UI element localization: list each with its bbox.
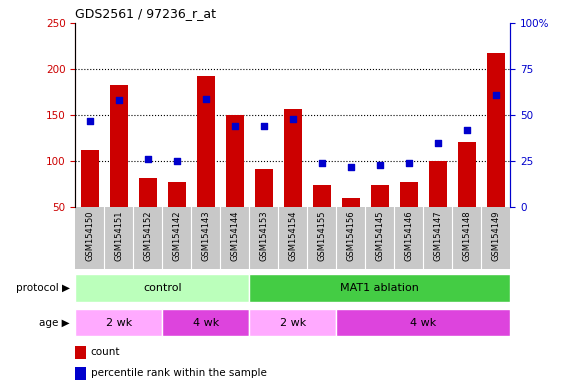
Bar [429, 161, 447, 207]
Point [230, 123, 240, 129]
Bar [249, 274, 510, 302]
Point [433, 140, 443, 146]
Bar [168, 182, 186, 207]
Bar [75, 309, 162, 336]
Point [375, 162, 385, 168]
Bar [371, 185, 389, 207]
Point [114, 98, 124, 104]
Bar [400, 182, 418, 207]
Text: 2 wk: 2 wk [280, 318, 306, 328]
Bar [197, 76, 215, 207]
Point [201, 96, 211, 102]
Text: GSM154146: GSM154146 [404, 210, 414, 261]
Point [404, 160, 414, 166]
Bar [487, 53, 505, 207]
Point [462, 127, 472, 133]
Point [317, 160, 327, 166]
Text: age ▶: age ▶ [39, 318, 70, 328]
Text: GSM154151: GSM154151 [114, 210, 124, 261]
Text: GSM154148: GSM154148 [462, 210, 472, 261]
Text: GSM154145: GSM154145 [375, 210, 385, 261]
Bar [110, 85, 128, 207]
Text: MAT1 ablation: MAT1 ablation [340, 283, 419, 293]
Bar [75, 367, 86, 380]
Bar [81, 150, 99, 207]
Point [143, 156, 153, 162]
Point [85, 118, 95, 124]
Text: GSM154153: GSM154153 [259, 210, 269, 261]
Point [288, 116, 298, 122]
Text: GSM154156: GSM154156 [346, 210, 356, 261]
Text: GSM154147: GSM154147 [433, 210, 443, 261]
Text: GSM154142: GSM154142 [172, 210, 182, 261]
Text: GSM154143: GSM154143 [201, 210, 211, 261]
Bar [249, 309, 336, 336]
Text: 4 wk: 4 wk [410, 318, 437, 328]
Text: protocol ▶: protocol ▶ [16, 283, 70, 293]
Bar [284, 109, 302, 207]
Text: control: control [143, 283, 182, 293]
Point [346, 164, 356, 170]
Bar [75, 346, 86, 359]
Text: GSM154155: GSM154155 [317, 210, 327, 261]
Bar [75, 274, 249, 302]
Bar [255, 169, 273, 207]
Text: count: count [90, 347, 120, 358]
Point [172, 158, 182, 164]
Text: GSM154152: GSM154152 [143, 210, 153, 261]
Point [259, 123, 269, 129]
Text: GSM154150: GSM154150 [85, 210, 95, 261]
Bar [458, 142, 476, 207]
Text: 4 wk: 4 wk [193, 318, 219, 328]
Bar [313, 185, 331, 207]
Bar [336, 309, 510, 336]
Text: GSM154154: GSM154154 [288, 210, 298, 261]
Text: percentile rank within the sample: percentile rank within the sample [90, 368, 266, 379]
Bar [162, 309, 249, 336]
Bar [342, 198, 360, 207]
Bar [226, 115, 244, 207]
Text: 2 wk: 2 wk [106, 318, 132, 328]
Text: GSM154149: GSM154149 [491, 210, 501, 261]
Point [491, 92, 501, 98]
Text: GDS2561 / 97236_r_at: GDS2561 / 97236_r_at [75, 7, 216, 20]
Bar [139, 178, 157, 207]
Text: GSM154144: GSM154144 [230, 210, 240, 261]
